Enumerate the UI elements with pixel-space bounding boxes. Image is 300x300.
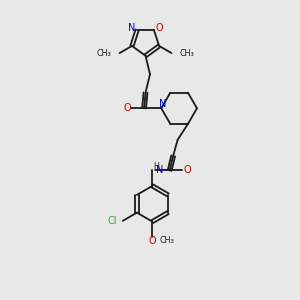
Text: H: H xyxy=(153,162,159,171)
Text: N: N xyxy=(159,99,166,109)
Text: N: N xyxy=(128,22,136,33)
Text: O: O xyxy=(123,103,130,113)
Text: O: O xyxy=(155,22,163,33)
Text: O: O xyxy=(148,236,156,246)
Text: CH₃: CH₃ xyxy=(97,49,111,58)
Text: O: O xyxy=(183,166,191,176)
Text: N: N xyxy=(156,166,164,176)
Text: Cl: Cl xyxy=(108,216,117,226)
Text: CH₃: CH₃ xyxy=(160,236,175,245)
Text: CH₃: CH₃ xyxy=(180,49,194,58)
